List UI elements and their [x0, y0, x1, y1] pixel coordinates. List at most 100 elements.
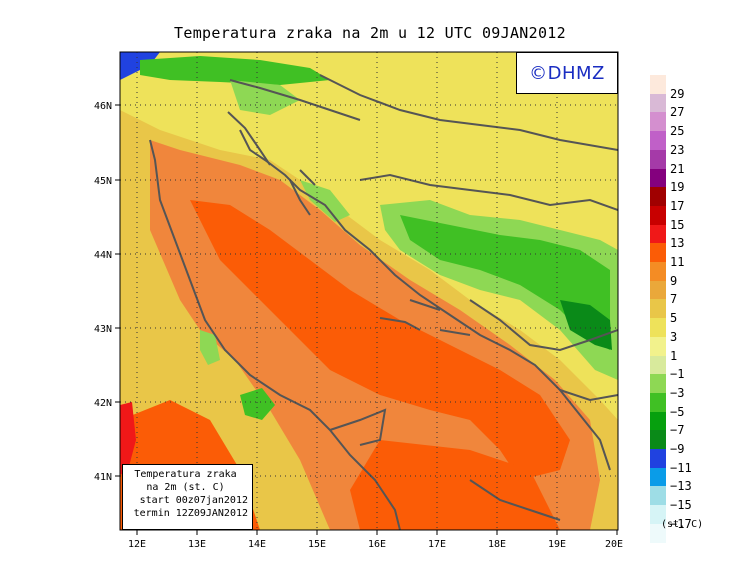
legend-swatch	[650, 187, 666, 207]
lon-label-12e: 12E	[128, 539, 146, 550]
lat-label-46n: 46N	[94, 101, 112, 112]
legend-swatch	[650, 467, 666, 487]
field-west-coast	[195, 330, 330, 530]
field-sea-south	[350, 440, 560, 530]
field-cool-slovenia	[230, 80, 300, 115]
legend-swatch	[650, 336, 666, 356]
field-sea-deep	[190, 200, 570, 480]
legend-label: 5	[670, 311, 678, 326]
legend-swatch	[650, 299, 666, 319]
istria-coastline	[227, 111, 271, 166]
legend-label: 3	[670, 329, 678, 344]
legend-label: 9	[670, 273, 678, 288]
info-line-term: termin 12Z09JAN2012	[133, 508, 248, 519]
lon-label-14e: 14E	[248, 539, 266, 550]
lat-label-44n: 44N	[94, 250, 112, 261]
legend-units: (st. C)	[661, 519, 704, 530]
plot-frame	[119, 51, 619, 531]
legend-label: −17	[670, 516, 692, 531]
legend-label: 19	[670, 180, 685, 195]
legend-swatch	[650, 280, 666, 300]
legend-swatch	[650, 149, 666, 169]
legend-swatch	[650, 112, 666, 132]
legend-label: 17	[670, 198, 685, 213]
legend-swatch	[650, 430, 666, 450]
legend-label: 29	[670, 86, 685, 101]
legend-swatch	[650, 374, 666, 394]
gargano-coastline	[329, 408, 387, 446]
legend-label: −1	[670, 367, 685, 382]
island-5	[439, 329, 471, 336]
border-slovenia	[229, 79, 361, 121]
legend-label: −7	[670, 423, 685, 438]
legend-label: 1	[670, 348, 678, 363]
field-cold-velebit	[300, 180, 350, 222]
field-warm-patch	[120, 402, 136, 475]
legend-swatch	[650, 449, 666, 469]
legend-swatch	[650, 262, 666, 282]
field-cold-italy-2	[200, 330, 220, 365]
coastlines	[149, 74, 618, 530]
lon-label-19e: 19E	[548, 539, 566, 550]
lat-label-43n: 43N	[94, 324, 112, 335]
legend-label: 11	[670, 255, 685, 269]
legend-label: −15	[670, 498, 692, 513]
field-cold-alps	[140, 56, 330, 85]
legend-label: −5	[670, 404, 685, 419]
lat-label-41n: 41N	[94, 472, 112, 483]
italy-coastline	[149, 139, 401, 530]
field-very-cold-bosnia	[400, 215, 610, 350]
legend-swatch	[650, 75, 666, 95]
dhmz-logo: ©DHMZ	[516, 52, 618, 94]
legend-label: −3	[670, 385, 685, 400]
border-bosnia	[359, 173, 618, 211]
lat-label-42n: 42N	[94, 398, 112, 409]
axis-ticks	[115, 104, 618, 535]
legend-label: −13	[670, 479, 692, 494]
legend-label: 15	[670, 217, 685, 232]
legend-label: 7	[670, 292, 678, 307]
legend-swatch	[650, 411, 666, 431]
lon-label-15e: 15E	[308, 539, 326, 550]
legend-swatch	[650, 486, 666, 506]
map-title: Temperatura zraka na 2m u 12 UTC 09JAN20…	[174, 24, 566, 42]
legend-swatch	[650, 243, 666, 263]
legend-swatch	[650, 505, 666, 525]
lon-label-13e: 13E	[188, 539, 206, 550]
croatia-coastline	[239, 129, 611, 471]
graticule	[120, 52, 618, 530]
legend-label: 13	[670, 236, 685, 251]
legend-swatch	[650, 392, 666, 413]
lon-label-17e: 17E	[428, 539, 446, 550]
info-box: Temperatura zraka na 2m (st. C) start 00…	[122, 464, 253, 530]
legend-swatch	[650, 93, 666, 113]
island-4	[409, 299, 441, 311]
info-line-units: na 2m (st. C)	[146, 482, 225, 493]
legend-swatch	[650, 168, 666, 188]
border-montenegro	[559, 389, 618, 402]
legend-label: −11	[670, 460, 692, 475]
legend-label: 21	[670, 161, 685, 176]
legend-label: 27	[670, 105, 685, 120]
legend-swatch	[650, 205, 666, 226]
island-1	[289, 179, 311, 216]
info-line-variable: Temperatura zraka	[134, 469, 237, 480]
legend-swatch	[650, 355, 666, 375]
legend-swatch	[650, 318, 666, 338]
border-croatia-hungary	[319, 74, 618, 151]
lon-label-20e: 20E	[605, 539, 623, 550]
legend-swatch	[650, 523, 666, 543]
legend-label: 23	[670, 142, 685, 157]
info-line-start: start 00z07jan2012	[139, 495, 248, 506]
legend-swatch	[650, 224, 666, 244]
island-3	[379, 317, 421, 331]
lon-label-18e: 18E	[488, 539, 506, 550]
legend-label: −9	[670, 442, 685, 456]
island-2	[299, 169, 316, 186]
lat-label-45n: 45N	[94, 176, 112, 187]
lon-label-16e: 16E	[368, 539, 386, 550]
field-cold-italy	[240, 388, 275, 420]
salento-coastline	[469, 479, 561, 521]
legend-swatch	[650, 131, 666, 151]
